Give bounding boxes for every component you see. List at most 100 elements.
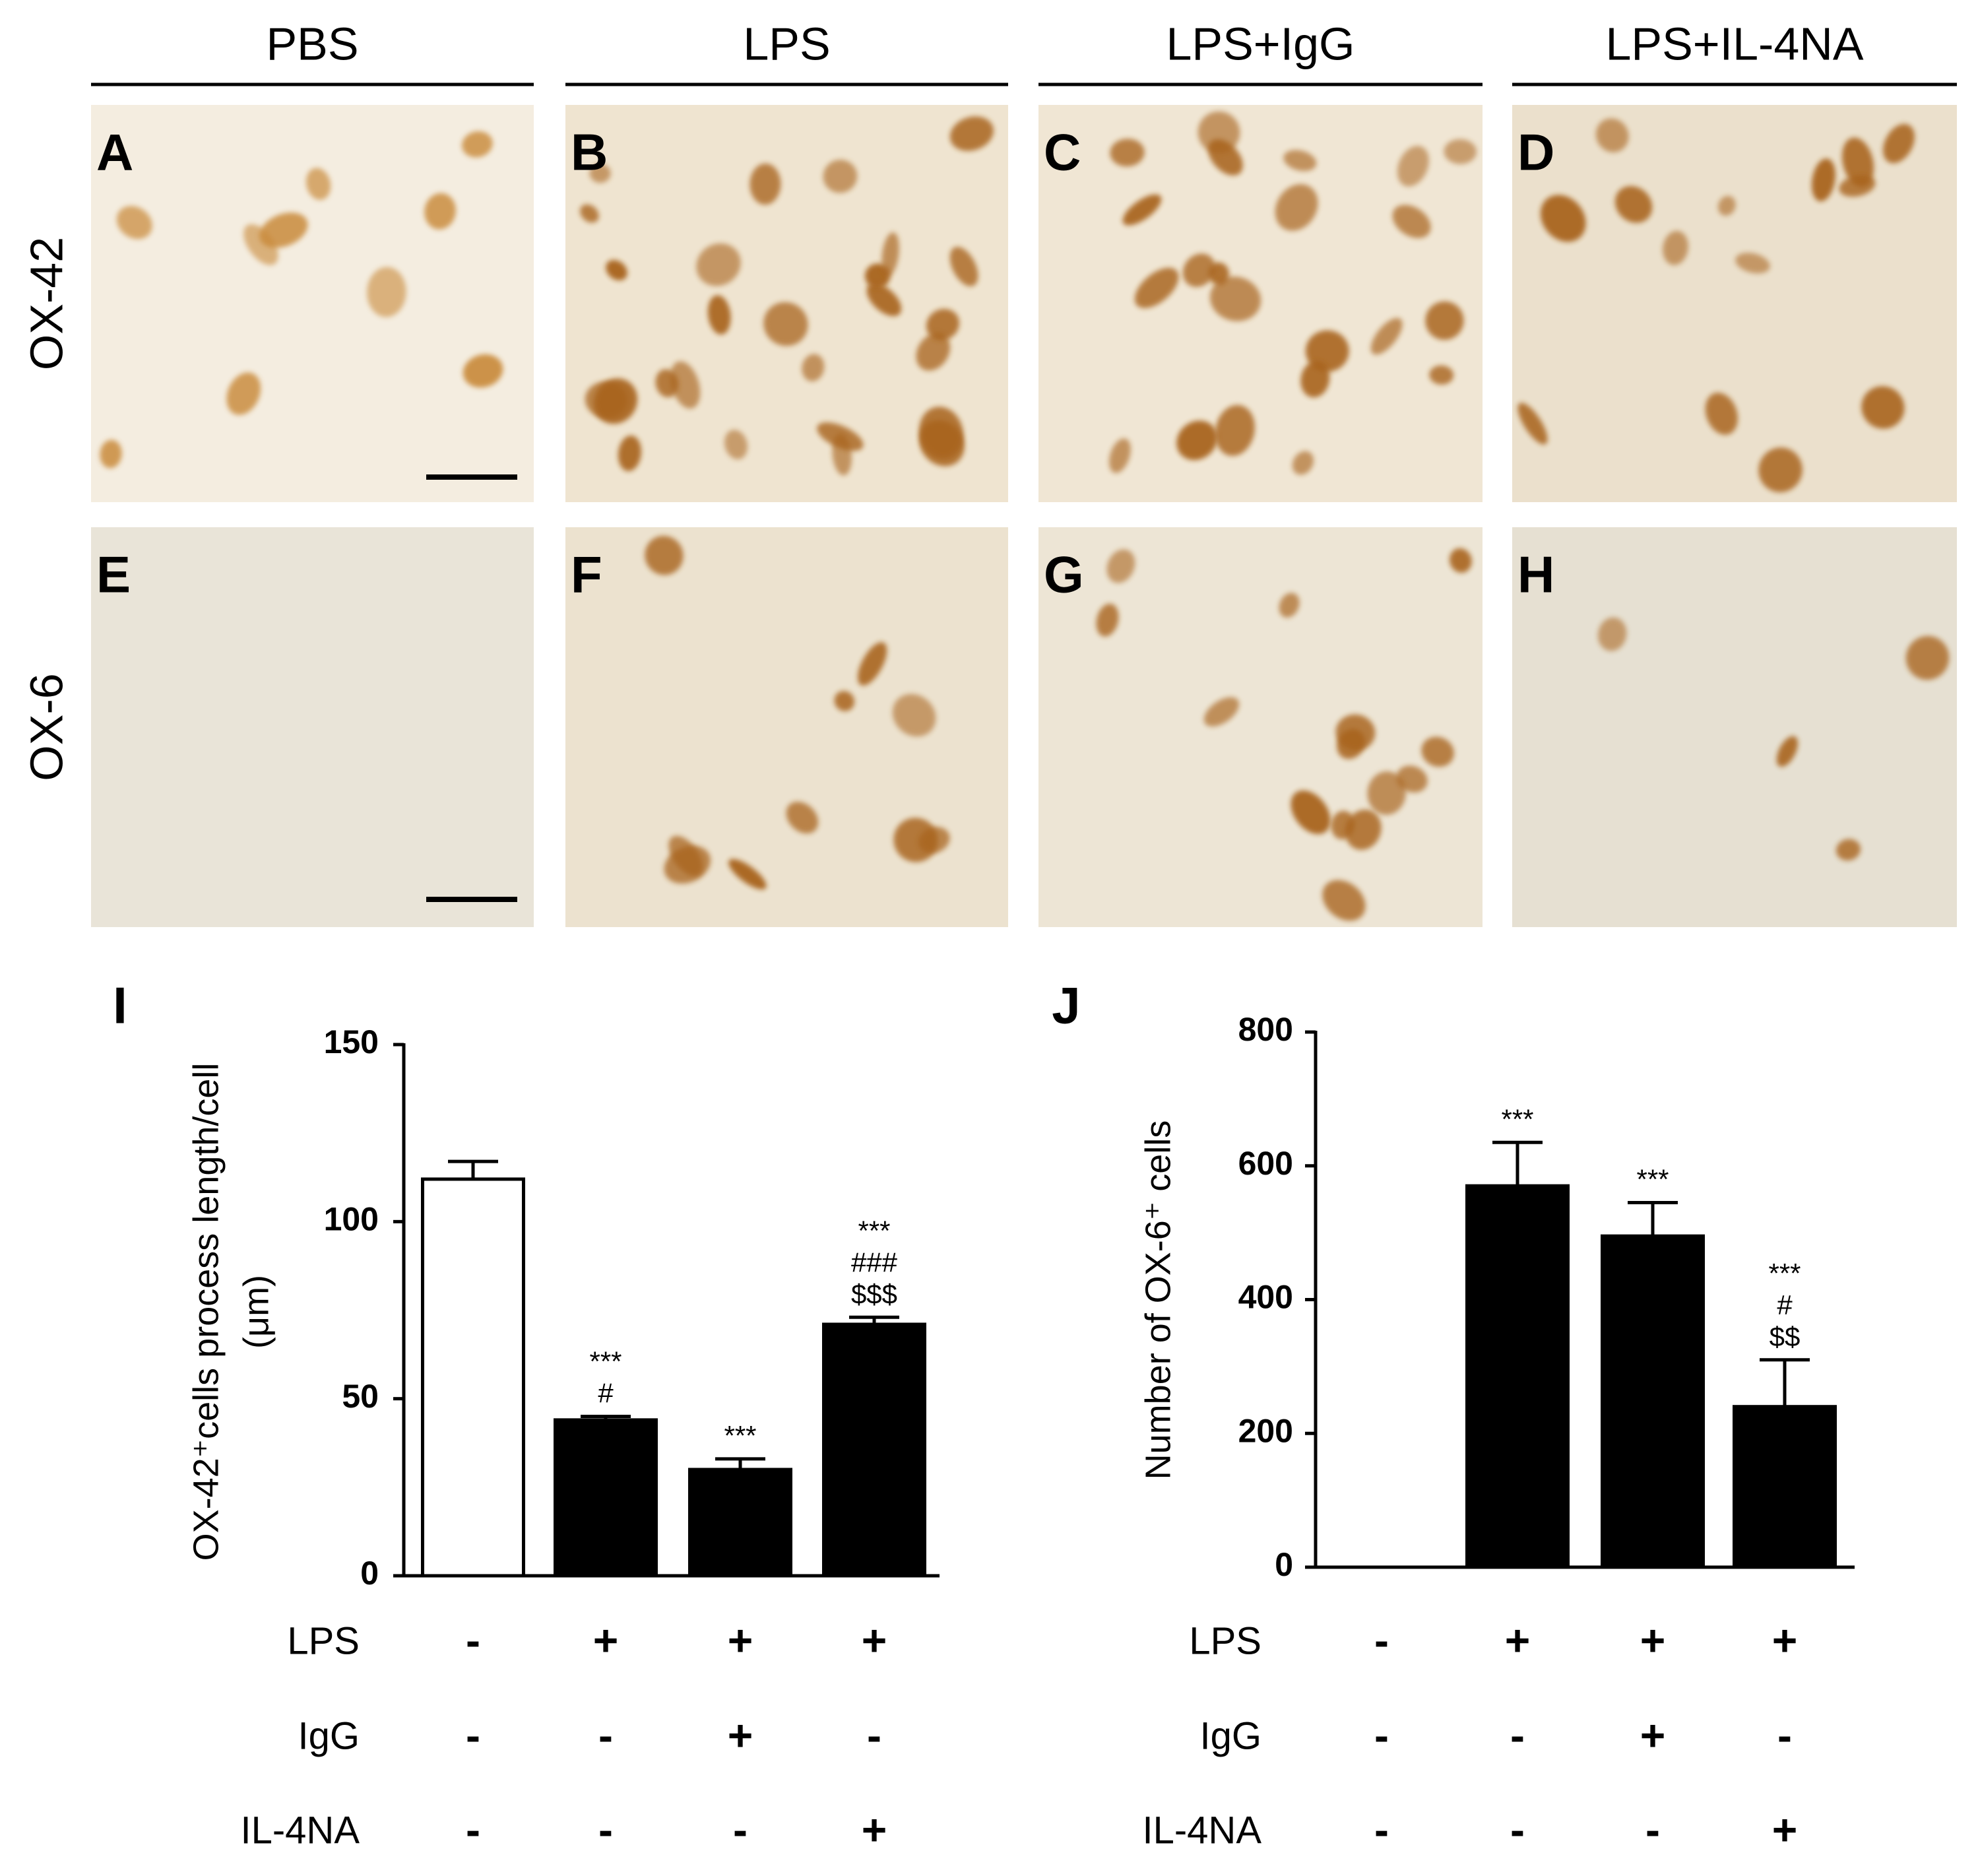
treatment-sign: - [1645,1805,1660,1854]
stained-cell [1444,139,1477,164]
stained-cell [1811,158,1835,202]
stained-cell [919,406,964,459]
treatment-sign: + [862,1615,887,1664]
panel-letter: J [1052,977,1080,1035]
significance-label: *** [589,1346,622,1377]
micrograph [565,105,1008,502]
stained-cell [724,430,748,460]
treatment-sign: - [1374,1710,1389,1759]
significance-label: *** [1636,1164,1669,1195]
micrograph [1038,105,1483,502]
stained-cell [1275,184,1318,231]
micrograph-background [1512,105,1957,502]
micrograph [1512,105,1957,502]
stained-cell [462,131,493,158]
stained-cell [763,302,808,346]
micrograph-background [91,105,534,502]
stained-cell [226,372,261,415]
column-header: PBS [266,18,358,69]
stained-cell [1209,276,1261,321]
stained-cell [750,163,781,205]
treatment-label: IgG [1200,1714,1262,1757]
stained-cell [728,858,767,889]
treatment-sign: - [1374,1805,1389,1854]
significance-label: *** [1501,1103,1533,1134]
y-tick-label: 50 [342,1378,379,1415]
treatment-sign: - [1374,1615,1389,1664]
stained-cell [1717,195,1736,216]
y-tick-label: 0 [1275,1546,1293,1583]
stained-cell [696,243,741,286]
stained-cell [243,224,278,265]
bar [822,1322,926,1578]
stained-cell [670,361,701,409]
stained-cell [834,691,855,711]
stained-cell [1425,301,1464,340]
treatment-label: IgG [298,1714,360,1757]
treatment-sign: - [466,1615,480,1664]
panel-letter: C [1044,123,1081,181]
stained-cell [823,160,858,193]
stained-cell [1096,603,1119,637]
micrograph-background [565,527,1008,927]
significance-label: ### [851,1246,898,1278]
stained-cell [1134,267,1179,308]
stained-cell [424,193,456,230]
stained-cell [949,116,994,151]
panel-letter: I [113,977,127,1035]
stained-cell [1776,736,1799,767]
treatment-sign: - [1510,1710,1525,1759]
significance-label: $$$ [851,1278,897,1309]
stained-cell [1197,111,1240,154]
stained-cell [949,247,978,286]
stained-cell [1883,123,1915,164]
stained-cell [1705,393,1738,435]
y-tick-label: 400 [1238,1279,1293,1316]
stained-cell [918,827,950,854]
treatment-sign: + [1772,1615,1798,1664]
bar [1601,1234,1705,1569]
significance-label: *** [724,1420,756,1451]
stained-cell [817,422,864,451]
treatment-sign: - [733,1805,748,1854]
stained-cell [1215,404,1255,456]
panel-letter: A [96,123,133,181]
bar [554,1418,658,1578]
bar [1733,1405,1837,1569]
stained-cell [1841,137,1874,187]
stained-cell [1595,118,1629,152]
treatment-sign: - [598,1805,613,1854]
micrograph [91,527,534,927]
stained-cell [1203,697,1240,727]
panel-letter: B [571,123,608,181]
stained-cell [881,232,899,276]
treatment-sign: + [1772,1805,1798,1854]
significance-label: *** [1768,1258,1801,1289]
bar [688,1468,792,1578]
bar [421,1177,525,1578]
treatment-sign: + [1505,1615,1531,1664]
y-axis-label: OX-42⁺cells process length/cell [186,1063,226,1561]
stained-cell [1182,253,1215,287]
y-tick-label: 0 [360,1555,379,1592]
stained-cell [1300,360,1330,398]
stained-cell [1122,194,1162,226]
panel-letter: E [96,546,131,604]
treatment-sign: + [1640,1710,1666,1759]
micrograph [91,105,534,502]
stained-cell [866,283,902,317]
y-axis-label: Number of OX-6⁺ cells [1138,1120,1178,1480]
treatment-sign: + [1640,1615,1666,1664]
significance-label: $$ [1770,1321,1801,1352]
y-tick-label: 100 [324,1201,379,1238]
stained-cell [1176,420,1217,461]
stained-cell [707,295,731,335]
stained-cell [1614,185,1653,223]
stained-cell [1835,839,1861,861]
micrograph [1512,527,1957,927]
stained-cell [1292,451,1314,475]
treatment-sign: - [867,1710,881,1759]
treatment-label: LPS [287,1619,360,1662]
stained-cell [463,354,503,388]
